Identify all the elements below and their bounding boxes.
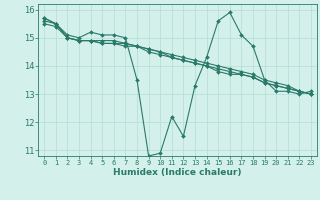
- X-axis label: Humidex (Indice chaleur): Humidex (Indice chaleur): [113, 168, 242, 177]
